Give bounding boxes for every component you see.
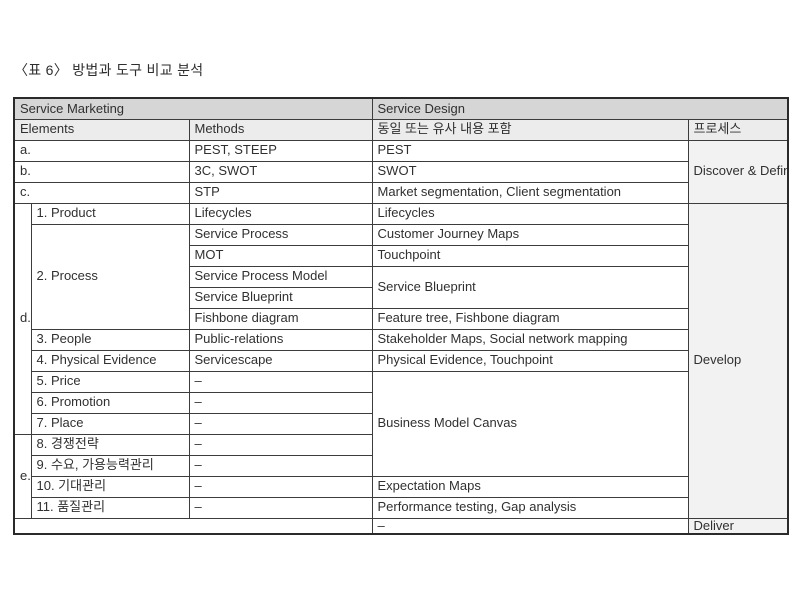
cell-group-e: e.: [13, 433, 32, 519]
cell-design-physical-evidence: Physical Evidence, Touchpoint: [371, 349, 689, 372]
cell-design-deliver-dash: –: [371, 517, 689, 535]
cell-element-place: 7. Place: [30, 412, 190, 435]
cell-element-b: b.: [13, 160, 190, 183]
comparison-table: Service Marketing Service Design Element…: [13, 97, 790, 535]
cell-method-fishbone-diagram: Fishbone diagram: [188, 307, 373, 330]
header-service-design: Service Design: [371, 97, 789, 120]
cell-method-place-dash: –: [188, 412, 373, 435]
cell-design-service-blueprint: Service Blueprint: [371, 265, 689, 309]
header-process: 프로세스: [687, 118, 789, 141]
cell-method-lifecycles: Lifecycles: [188, 202, 373, 225]
cell-method-c: STP: [188, 181, 373, 204]
cell-element-process: 2. Process: [30, 223, 190, 330]
cell-element-product: 1. Product: [30, 202, 190, 225]
cell-element-a: a.: [13, 139, 190, 162]
header-service-marketing: Service Marketing: [13, 97, 373, 120]
cell-method-price-dash: –: [188, 370, 373, 393]
cell-design-c: Market segmentation, Client segmentation: [371, 181, 689, 204]
cell-element-demand: 9. 수요, 가용능력관리: [30, 454, 190, 477]
cell-design-feature-tree: Feature tree, Fishbone diagram: [371, 307, 689, 330]
table-caption: 〈표 6〉 방법과 도구 비교 분석: [14, 62, 204, 78]
cell-method-promotion-dash: –: [188, 391, 373, 414]
cell-design-a: PEST: [371, 139, 689, 162]
cell-design-stakeholder-maps: Stakeholder Maps, Social network mapping: [371, 328, 689, 351]
cell-design-customer-journey-maps: Customer Journey Maps: [371, 223, 689, 246]
cell-method-quality-dash: –: [188, 496, 373, 519]
cell-design-business-model-canvas: Business Model Canvas: [371, 370, 689, 477]
header-similar-content: 동일 또는 유사 내용 포함: [371, 118, 689, 141]
cell-phase-deliver: Deliver: [687, 517, 789, 535]
cell-element-people: 3. People: [30, 328, 190, 351]
cell-method-competition-dash: –: [188, 433, 373, 456]
cell-phase-develop: Develop: [687, 202, 789, 519]
cell-method-service-process-model: Service Process Model: [188, 265, 373, 288]
cell-phase-discover-define: Discover & Define: [687, 139, 789, 204]
cell-method-public-relations: Public-relations: [188, 328, 373, 351]
cell-method-demand-dash: –: [188, 454, 373, 477]
cell-design-b: SWOT: [371, 160, 689, 183]
cell-element-promotion: 6. Promotion: [30, 391, 190, 414]
cell-method-service-process: Service Process: [188, 223, 373, 246]
cell-element-physical-evidence: 4. Physical Evidence: [30, 349, 190, 372]
cell-element-price: 5. Price: [30, 370, 190, 393]
cell-method-servicescape: Servicescape: [188, 349, 373, 372]
cell-element-competition: 8. 경쟁전략: [30, 433, 190, 456]
header-elements: Elements: [13, 118, 190, 141]
header-methods: Methods: [188, 118, 373, 141]
cell-method-expectation-dash: –: [188, 475, 373, 498]
cell-element-quality: 11. 품질관리: [30, 496, 190, 519]
cell-bottom-empty: [13, 517, 373, 535]
cell-method-service-blueprint: Service Blueprint: [188, 286, 373, 309]
cell-design-performance-testing: Performance testing, Gap analysis: [371, 496, 689, 519]
cell-method-b: 3C, SWOT: [188, 160, 373, 183]
cell-group-d: d.: [13, 202, 32, 435]
cell-method-a: PEST, STEEP: [188, 139, 373, 162]
cell-design-touchpoint: Touchpoint: [371, 244, 689, 267]
cell-design-expectation-maps: Expectation Maps: [371, 475, 689, 498]
cell-method-mot: MOT: [188, 244, 373, 267]
cell-element-expectation: 10. 기대관리: [30, 475, 190, 498]
cell-element-c: c.: [13, 181, 190, 204]
cell-design-lifecycles: Lifecycles: [371, 202, 689, 225]
